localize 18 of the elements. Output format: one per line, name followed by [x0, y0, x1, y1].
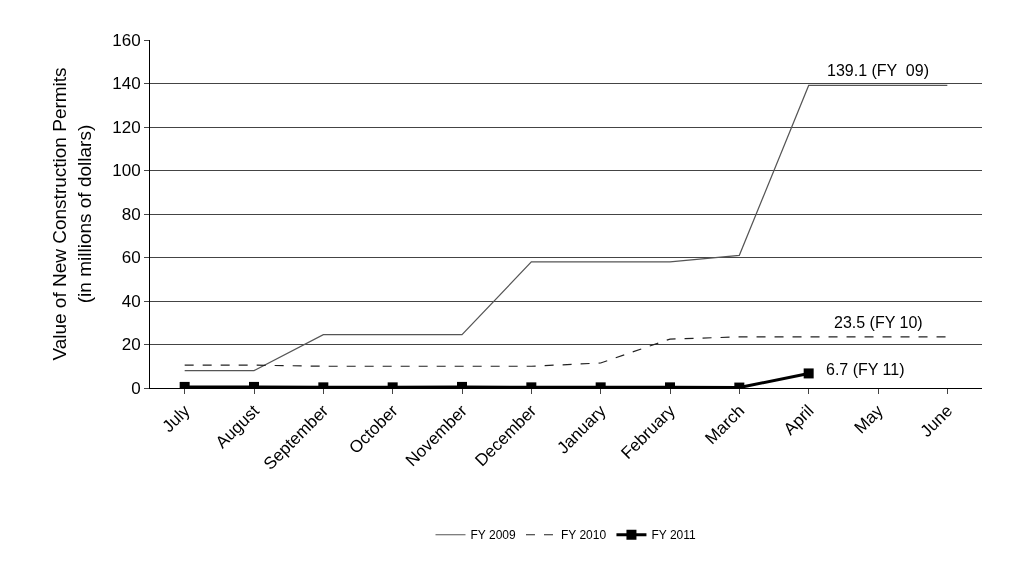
- y-axis-title: Value of New Construction Permits (in millions of dollars): [49, 67, 96, 361]
- legend-label: FY 2011: [651, 528, 697, 543]
- legend-label: FY 2010: [560, 528, 607, 543]
- y-tick-label: 80: [121, 204, 141, 224]
- y-tick-label: 140: [112, 74, 141, 94]
- annotation: 6.7 (FY 11): [826, 361, 905, 378]
- y-tick-label: 160: [112, 30, 141, 50]
- y-tick-label: 60: [121, 248, 141, 268]
- y-tick-label: 0: [131, 378, 141, 398]
- y-tick-label: 120: [112, 117, 141, 137]
- y-tick-label: 100: [112, 161, 141, 181]
- annotation: 139.1 (FY 09): [827, 62, 929, 79]
- x-tick-label: July: [158, 400, 194, 437]
- legend-label: FY 2009: [470, 528, 516, 543]
- y-tick-label: 20: [121, 335, 141, 355]
- y-tick-label: 40: [121, 291, 141, 311]
- x-tick-label: May: [850, 400, 888, 438]
- annotation: 23.5 (FY 10): [834, 314, 923, 331]
